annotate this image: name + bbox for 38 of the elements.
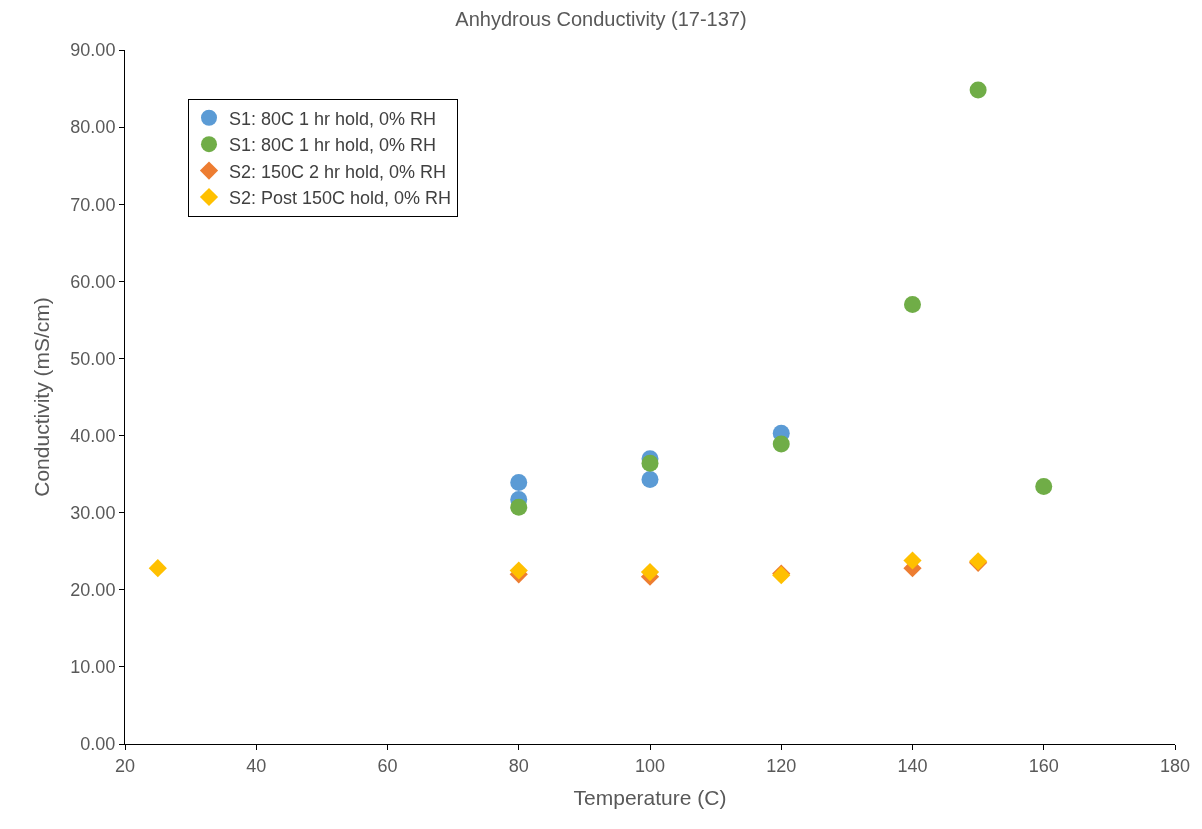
x-tick-label: 60 xyxy=(377,755,398,776)
y-tick-label: 10.00 xyxy=(70,657,116,678)
point xyxy=(509,561,528,580)
point xyxy=(510,474,528,492)
x-tick-label: 180 xyxy=(1159,755,1191,776)
y-tick-label: 60.00 xyxy=(70,271,116,292)
y-tick-label: 80.00 xyxy=(70,117,116,138)
point xyxy=(640,562,660,582)
point xyxy=(1035,477,1053,495)
chart-title: Anhydrous Conductivity (17-137) xyxy=(455,8,747,31)
x-tick-label: 160 xyxy=(1028,755,1059,776)
y-tick-label: 30.00 xyxy=(70,502,116,523)
legend-label: S2: 150C 2 hr hold, 0% RH xyxy=(229,161,447,182)
y-tick-label: 90.00 xyxy=(70,40,116,61)
x-tick-label: 20 xyxy=(114,755,136,776)
point xyxy=(969,81,987,99)
y-tick-label: 50.00 xyxy=(70,348,116,369)
y-tick-label: 40.00 xyxy=(70,425,116,446)
x-tick-label: 40 xyxy=(246,755,267,776)
y-tick-label: 0.00 xyxy=(80,734,116,755)
point xyxy=(510,498,528,516)
legend-label: S1: 80C 1 hr hold, 0% RH xyxy=(229,135,437,156)
x-tick-label: 120 xyxy=(766,755,797,776)
point xyxy=(903,551,922,570)
x-tick-label: 140 xyxy=(897,755,928,776)
y-tick-label: 70.00 xyxy=(70,194,116,215)
x-tick-label: 80 xyxy=(508,755,529,776)
x-axis-title: Temperature (C) xyxy=(573,785,727,809)
legend-label: S2: Post 150C hold, 0% RH xyxy=(229,188,452,208)
point xyxy=(904,295,921,313)
point xyxy=(148,559,167,578)
y-tick-label: 20.00 xyxy=(70,580,116,601)
point xyxy=(772,435,790,453)
point xyxy=(641,471,659,488)
point xyxy=(641,454,659,472)
x-tick-label: 100 xyxy=(634,755,666,776)
y-axis-title: Conductivity (mS/cm) xyxy=(29,297,53,497)
legend-label: S1: 80C 1 hr hold, 0% RH xyxy=(229,108,437,129)
